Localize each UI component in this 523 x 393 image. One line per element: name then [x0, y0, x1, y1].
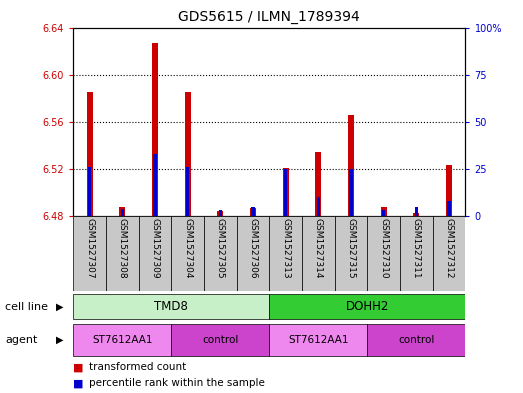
Bar [269, 324, 367, 356]
Bar [152, 43, 158, 216]
Bar [382, 211, 385, 216]
Text: ■: ■ [73, 362, 84, 373]
Text: GSM1527312: GSM1527312 [445, 219, 453, 279]
Bar [185, 92, 190, 216]
Title: GDS5615 / ILMN_1789394: GDS5615 / ILMN_1789394 [178, 10, 360, 24]
Bar [186, 167, 189, 216]
Text: GSM1527313: GSM1527313 [281, 219, 290, 279]
Text: GSM1527309: GSM1527309 [151, 219, 160, 279]
Bar [269, 294, 465, 319]
Bar [317, 197, 320, 216]
Bar [335, 216, 367, 291]
Bar [87, 92, 93, 216]
Bar [414, 213, 419, 216]
Bar [172, 324, 269, 356]
Bar [415, 207, 418, 216]
Bar [448, 201, 451, 216]
Text: ST7612AA1: ST7612AA1 [92, 335, 153, 345]
Text: GSM1527308: GSM1527308 [118, 219, 127, 279]
Bar [349, 169, 353, 216]
Text: GSM1527310: GSM1527310 [379, 219, 388, 279]
Bar [153, 154, 156, 216]
Bar [121, 209, 124, 216]
Bar [446, 165, 452, 216]
Bar [172, 216, 204, 291]
Text: GSM1527315: GSM1527315 [347, 219, 356, 279]
Text: agent: agent [5, 335, 38, 345]
Text: percentile rank within the sample: percentile rank within the sample [89, 378, 265, 388]
Bar [367, 216, 400, 291]
Text: ▶: ▶ [56, 301, 64, 312]
Text: transformed count: transformed count [89, 362, 186, 373]
Text: ▶: ▶ [56, 335, 64, 345]
Text: GSM1527306: GSM1527306 [248, 219, 257, 279]
Bar [219, 211, 222, 216]
Bar [73, 216, 106, 291]
Text: GSM1527311: GSM1527311 [412, 219, 421, 279]
Bar [348, 115, 354, 216]
Bar [106, 216, 139, 291]
Text: cell line: cell line [5, 301, 48, 312]
Bar [367, 324, 465, 356]
Bar [73, 294, 269, 319]
Text: GSM1527305: GSM1527305 [216, 219, 225, 279]
Bar [252, 207, 255, 216]
Bar [88, 167, 91, 216]
Bar [218, 211, 223, 216]
Text: DOHH2: DOHH2 [346, 300, 389, 313]
Bar [315, 152, 321, 216]
Bar [73, 324, 172, 356]
Text: ST7612AA1: ST7612AA1 [288, 335, 349, 345]
Bar [400, 216, 433, 291]
Bar [433, 216, 465, 291]
Text: control: control [398, 335, 435, 345]
Bar [204, 216, 236, 291]
Bar [236, 216, 269, 291]
Text: GSM1527314: GSM1527314 [314, 219, 323, 279]
Bar [284, 169, 287, 216]
Bar [302, 216, 335, 291]
Bar [283, 168, 289, 216]
Text: ■: ■ [73, 378, 84, 388]
Bar [139, 216, 172, 291]
Bar [381, 207, 386, 216]
Bar [119, 207, 125, 216]
Text: control: control [202, 335, 238, 345]
Text: GSM1527304: GSM1527304 [183, 219, 192, 279]
Bar [250, 208, 256, 216]
Bar [269, 216, 302, 291]
Text: TMD8: TMD8 [154, 300, 188, 313]
Text: GSM1527307: GSM1527307 [85, 219, 94, 279]
